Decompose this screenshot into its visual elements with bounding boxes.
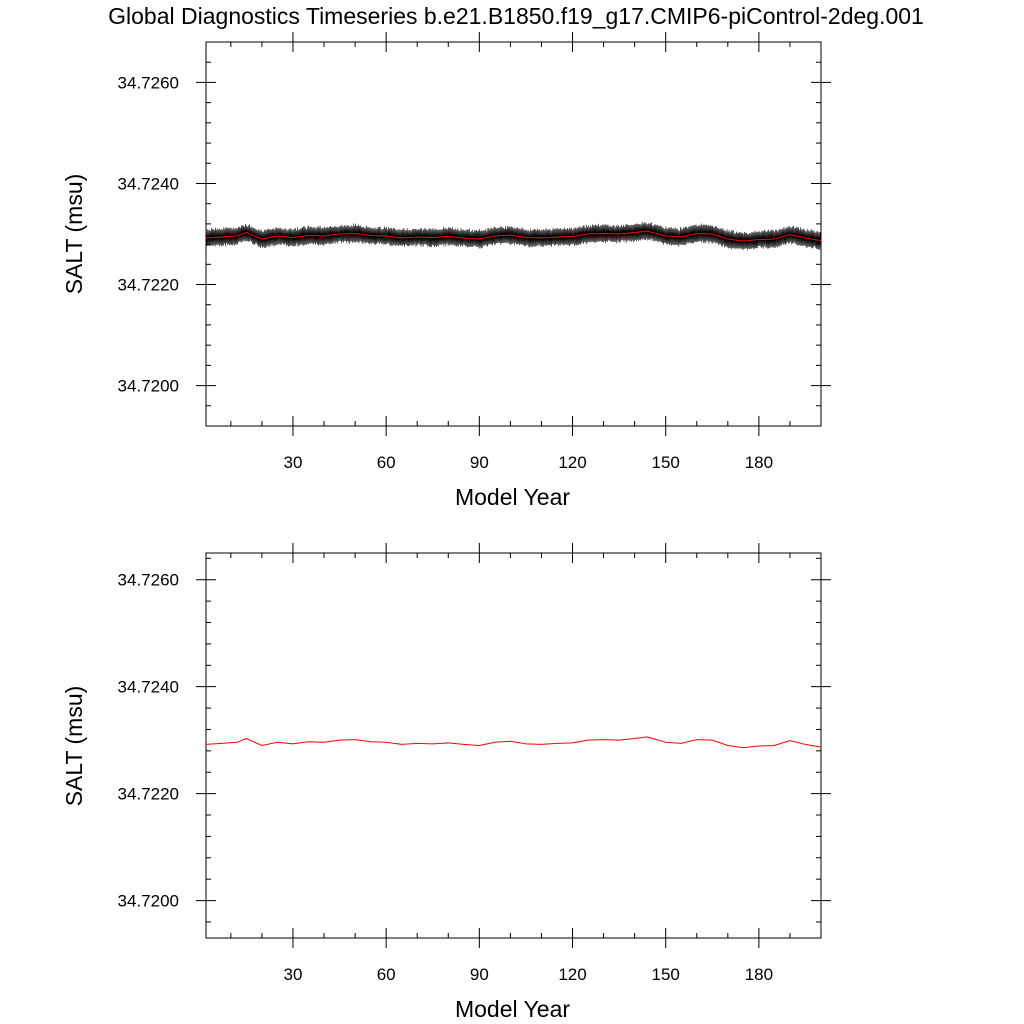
y-tick-label: 34.7220 bbox=[118, 276, 179, 295]
x-tick-label: 180 bbox=[745, 965, 773, 984]
x-tick-label: 90 bbox=[470, 453, 489, 472]
y-axis-label: SALT (msu) bbox=[61, 174, 87, 295]
x-tick-label: 30 bbox=[284, 965, 303, 984]
x-tick-label: 90 bbox=[470, 965, 489, 984]
page-title: Global Diagnostics Timeseries b.e21.B185… bbox=[108, 3, 924, 29]
y-tick-label: 34.7240 bbox=[118, 174, 179, 193]
x-axis-label: Model Year bbox=[455, 996, 570, 1022]
y-axis-label: SALT (msu) bbox=[61, 686, 87, 807]
y-tick-label: 34.7240 bbox=[118, 678, 179, 697]
x-tick-label: 60 bbox=[377, 965, 396, 984]
x-tick-label: 120 bbox=[558, 453, 586, 472]
y-tick-label: 34.7220 bbox=[118, 785, 179, 804]
x-tick-label: 150 bbox=[652, 965, 680, 984]
y-tick-label: 34.7260 bbox=[118, 571, 179, 590]
x-tick-label: 180 bbox=[745, 453, 773, 472]
x-axis-label: Model Year bbox=[455, 484, 570, 510]
annual-mean-series-line bbox=[205, 736, 822, 749]
x-tick-label: 120 bbox=[558, 965, 586, 984]
y-tick-label: 34.7260 bbox=[118, 73, 179, 92]
annual-mean-series-line bbox=[205, 230, 822, 242]
monthly-series-line bbox=[205, 221, 822, 251]
y-tick-label: 34.7200 bbox=[118, 377, 179, 396]
x-tick-label: 30 bbox=[284, 453, 303, 472]
bottom-panel: 30 60 90 120 150 180 34.7200 34.7220 34.7240 34.7… bbox=[61, 543, 831, 1022]
x-tick-label: 150 bbox=[652, 453, 680, 472]
x-tick-label: 60 bbox=[377, 453, 396, 472]
top-panel: 30 60 90 120 150 180 34.7200 34.7220 34.7240 34.7… bbox=[61, 32, 831, 510]
plot-frame bbox=[205, 552, 822, 939]
y-tick-label: 34.7200 bbox=[118, 892, 179, 911]
